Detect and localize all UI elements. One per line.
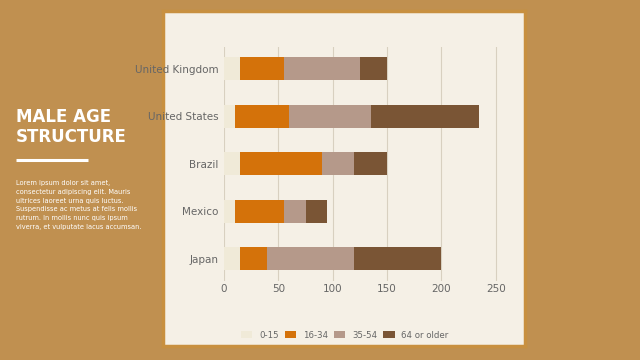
Bar (322, 152, 355, 175)
Bar (371, 105, 479, 128)
Bar (224, 152, 240, 175)
Bar (305, 200, 327, 223)
Bar (240, 58, 284, 80)
Bar (289, 105, 371, 128)
Bar (268, 247, 355, 270)
Bar (224, 200, 235, 223)
Bar (360, 58, 387, 80)
Bar (355, 247, 442, 270)
Bar (224, 247, 240, 270)
Bar (240, 152, 322, 175)
Bar (224, 105, 235, 128)
Bar (240, 247, 268, 270)
Bar (284, 58, 360, 80)
Bar (355, 152, 387, 175)
Legend: 0-15, 16-34, 35-54, 64 or older: 0-15, 16-34, 35-54, 64 or older (237, 327, 452, 343)
Bar (224, 58, 240, 80)
Text: Lorem ipsum dolor sit amet,
consectetur adipiscing elit. Mauris
ultrices laoreet: Lorem ipsum dolor sit amet, consectetur … (16, 180, 141, 230)
Bar (235, 105, 289, 128)
Text: MALE AGE
STRUCTURE: MALE AGE STRUCTURE (16, 108, 127, 146)
Bar (235, 200, 284, 223)
Bar (284, 200, 305, 223)
